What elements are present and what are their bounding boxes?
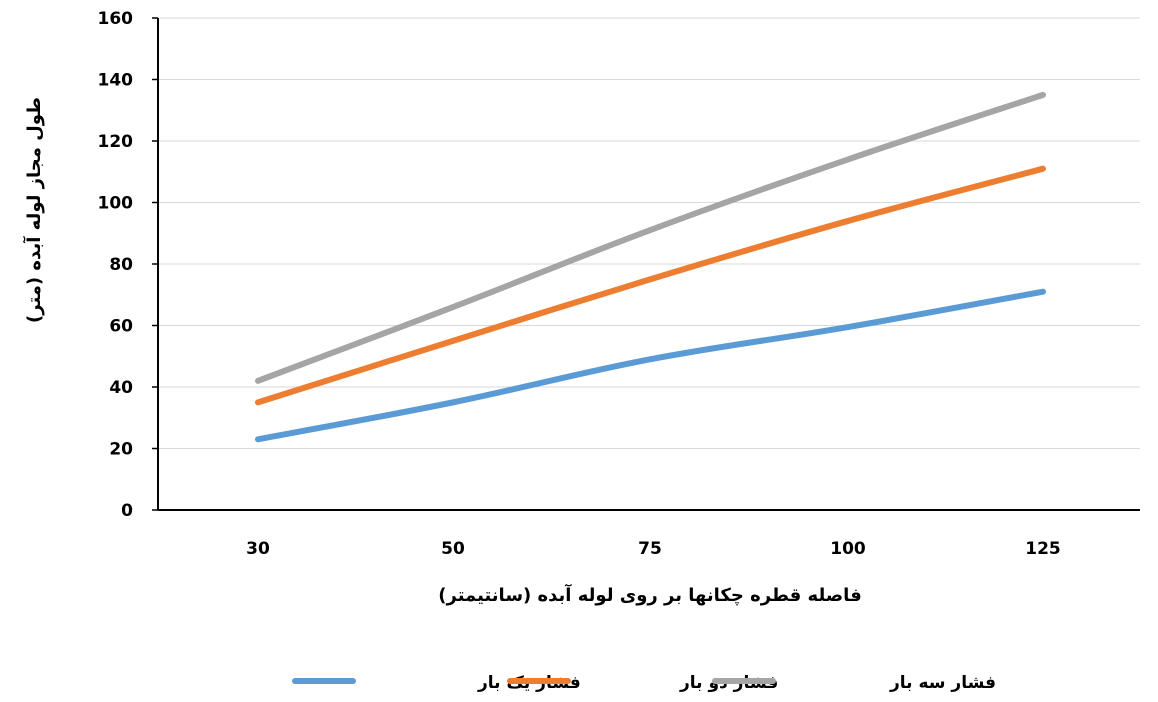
y-tick-label: 160 xyxy=(98,9,134,29)
series-lines xyxy=(255,91,1046,443)
x-tick-labels: 30 50 75 100 125 xyxy=(246,539,1061,559)
legend-item-3: فشار سه بار xyxy=(712,673,996,693)
x-tick-label: 50 xyxy=(441,539,465,559)
y-tick-label: 0 xyxy=(121,501,133,521)
y-tick-label: 100 xyxy=(98,194,134,214)
x-tick-label: 125 xyxy=(1025,539,1061,559)
gridlines xyxy=(158,17,1140,449)
x-tick-label: 30 xyxy=(246,539,270,559)
series-line-3 xyxy=(255,91,1046,384)
y-tick-label: 60 xyxy=(109,317,133,337)
x-axis-title: فاصله قطره چکانها بر روی لوله آبده (سانت… xyxy=(438,583,861,606)
x-tick-label: 75 xyxy=(638,539,662,559)
y-tick-label: 20 xyxy=(109,440,133,460)
legend-label: فشار سه بار xyxy=(889,673,996,693)
y-tick-label: 80 xyxy=(109,255,133,275)
y-tick-labels: 0 20 40 60 80 100 120 140 160 xyxy=(98,9,158,521)
y-axis-title: طول مجاز لوله آبده (متر) xyxy=(22,97,45,323)
y-tick-label: 40 xyxy=(109,378,133,398)
series-line-2 xyxy=(255,165,1046,406)
y-tick-label: 140 xyxy=(98,71,134,91)
x-tick-label: 100 xyxy=(830,539,866,559)
y-tick-label: 120 xyxy=(98,132,134,152)
series-line-1 xyxy=(255,288,1046,443)
